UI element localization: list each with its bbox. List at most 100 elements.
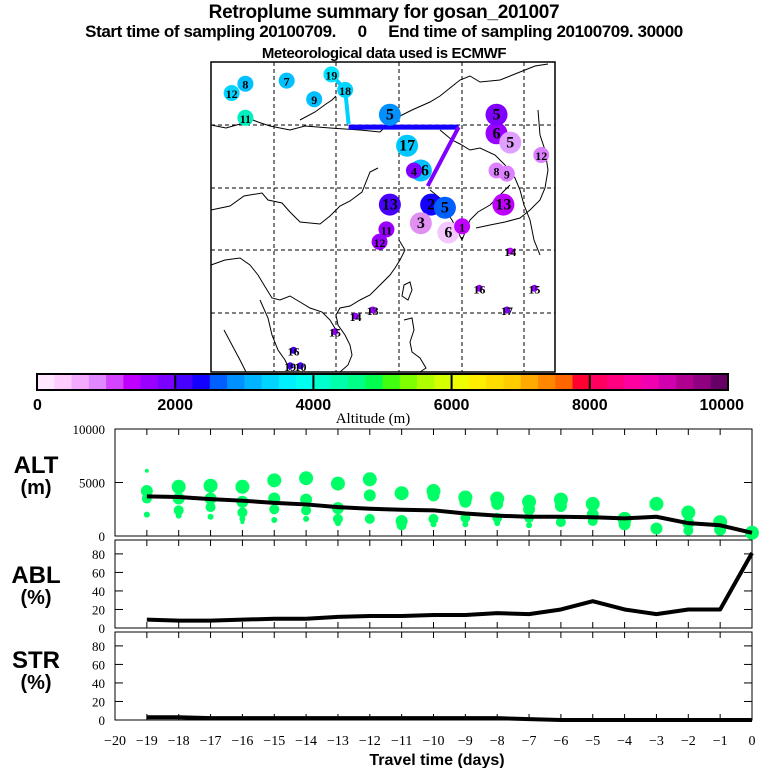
altitude-cluster-point [683, 525, 694, 536]
coastlines [210, 63, 549, 373]
map-point-label: 14 [504, 245, 516, 259]
series-line [146, 551, 754, 623]
colorbar-frame [36, 373, 729, 391]
map-point: 16 [288, 344, 300, 358]
x-tick-label: −6 [553, 734, 568, 749]
map-point-label: 11 [381, 223, 392, 237]
str-panel-label: STR (%) [6, 647, 66, 695]
taiwan [401, 281, 413, 301]
map-point-label: 5 [493, 107, 501, 124]
y-tick-label: 80 [92, 639, 105, 654]
map-point-marker [306, 91, 323, 108]
map-point-marker [433, 196, 456, 219]
colorbar-segment [347, 374, 366, 390]
y-tick-label: 0 [99, 713, 106, 728]
map-point-label: 9 [504, 168, 510, 182]
altitude-cluster-point [203, 478, 218, 493]
altitude-cluster-point [428, 513, 439, 524]
map-point-label: 17 [399, 138, 415, 155]
map-point-marker [454, 218, 471, 235]
chart-title: Retroplume summary for gosan_201007 [208, 2, 560, 23]
colorbar-segment [313, 374, 332, 390]
x-tick-label: −19 [136, 734, 158, 749]
map-point-label: 5 [441, 200, 449, 217]
str-unit: (%) [20, 672, 52, 694]
altitude-cluster-point [462, 521, 469, 528]
map-point-label: 3 [417, 215, 425, 232]
map-point: 5 [378, 103, 401, 126]
colorbar-segment [572, 374, 591, 390]
x-tick-label: −2 [681, 734, 696, 749]
altitude-cluster-point [140, 485, 153, 498]
map-point-label: 18 [339, 84, 351, 98]
altitude-cluster-point [171, 479, 186, 494]
altitude-cluster-point [649, 496, 664, 511]
map-point-marker [286, 362, 294, 370]
colorbar-segment [88, 374, 107, 390]
colorbar-segment [209, 374, 228, 390]
map-point-marker [378, 193, 401, 216]
coastline [439, 129, 541, 256]
map-point-label: 8 [494, 165, 500, 179]
map-point-marker [331, 328, 339, 336]
colorbar-segment [227, 374, 245, 390]
map-point: 14 [504, 245, 516, 259]
x-tick-label: −14 [295, 734, 317, 749]
x-tick-label: −15 [263, 734, 285, 749]
colorbar-segment [123, 374, 142, 390]
altitude-cluster-point [235, 479, 250, 494]
altitude-cluster-point [143, 511, 150, 518]
colorbar-tick-label: 8000 [572, 397, 608, 414]
map-point: 13 [367, 304, 379, 318]
colorbar-segment [54, 374, 73, 390]
map-point-label: 12 [374, 236, 386, 250]
colorbar-segment [140, 374, 159, 390]
philippines [403, 317, 427, 373]
colorbar-segment [192, 374, 211, 390]
map-point-label: 9 [311, 93, 317, 107]
y-tick-label: 0 [99, 621, 106, 636]
y-tick-label: 80 [92, 547, 105, 562]
map-point: 19 [284, 360, 296, 374]
map-point: 13 [378, 193, 401, 216]
map-point: 16 [473, 282, 485, 296]
map-point-marker [290, 346, 298, 354]
map-point: 17 [501, 304, 513, 318]
altitude-cluster-point [267, 473, 282, 488]
str-label: STR [12, 647, 60, 674]
altitude-cluster-point [207, 513, 214, 520]
altitude-cluster-point [334, 520, 341, 527]
altitude-cluster-point [303, 515, 310, 522]
altitude-cluster-point [237, 507, 248, 518]
y-tick-label: 20 [92, 602, 105, 617]
colorbar-segment [261, 374, 280, 390]
x-tick-label: −1 [713, 734, 728, 749]
altitude-cluster-point [301, 505, 312, 516]
altitude-cluster-point [555, 517, 566, 528]
altitude-cluster-point [585, 496, 600, 511]
map-point-marker [503, 306, 511, 314]
map-point-marker [237, 109, 254, 126]
y-tick-label: 20 [92, 694, 105, 709]
colorbar-segment [676, 374, 694, 390]
map-point-marker [223, 85, 240, 101]
map-point-marker [498, 165, 515, 182]
border-line [210, 117, 381, 133]
y-tick-label: 60 [92, 565, 105, 580]
map-point-label: 1 [459, 220, 465, 234]
map-point-label: 13 [367, 304, 379, 318]
x-tick-label: −18 [168, 734, 190, 749]
map-point-label: 19 [284, 360, 296, 374]
colorbar-segment [278, 374, 297, 390]
colorbar-tick-label: 6000 [434, 397, 470, 414]
panel-frame [114, 631, 753, 721]
map-point-label: 4 [411, 165, 417, 179]
colorbar-segment [330, 374, 349, 390]
coastline-china [335, 239, 406, 373]
map-point: 8 [237, 75, 254, 92]
map-point: 18 [337, 81, 354, 98]
alt-unit: (m) [20, 477, 52, 499]
map-point: 5 [499, 131, 522, 154]
